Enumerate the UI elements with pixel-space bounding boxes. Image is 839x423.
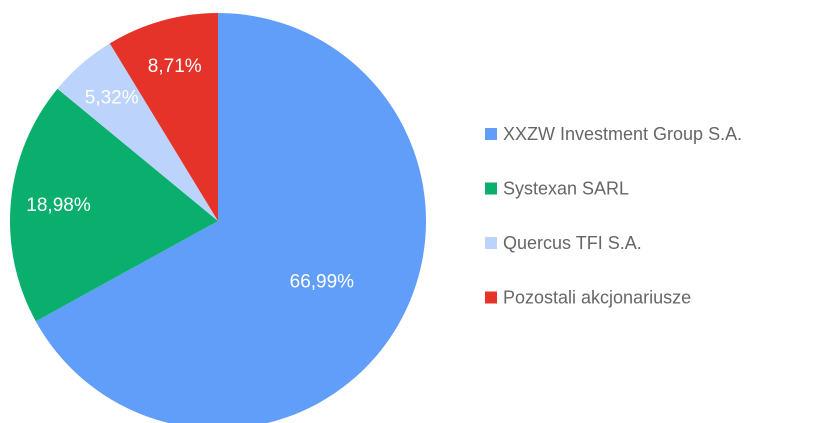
legend-swatch xyxy=(485,237,497,249)
legend-swatch xyxy=(485,128,497,140)
slice-label: 8,71% xyxy=(148,56,202,77)
legend-swatch xyxy=(485,291,497,304)
pie-slice xyxy=(109,13,218,221)
legend-swatch xyxy=(485,182,497,195)
legend-label: Systexan SARL xyxy=(503,178,629,198)
legend-label: Pozostali akcjonariusze xyxy=(503,287,691,307)
pie-slice xyxy=(35,13,426,423)
legend-label: XXZW Investment Group S.A. xyxy=(503,124,742,144)
legend-label: Quercus TFI S.A. xyxy=(503,233,642,253)
slice-label: 66,99% xyxy=(290,271,355,292)
pie-slice xyxy=(10,88,219,322)
pie-slice xyxy=(57,43,219,221)
slice-label: 5,32% xyxy=(85,87,139,108)
slice-label: 18,98% xyxy=(26,195,91,216)
